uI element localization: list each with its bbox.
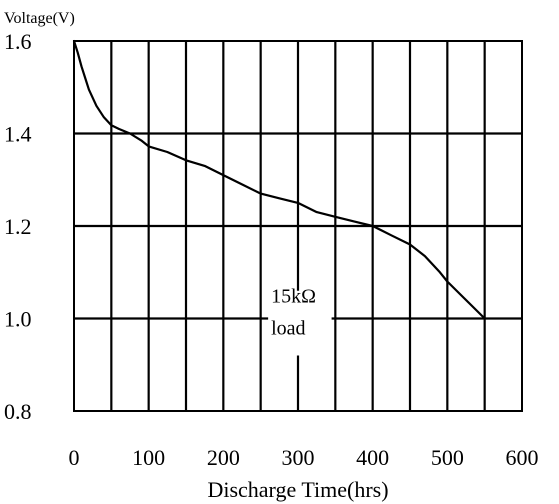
y-tick-label: 1.2 bbox=[4, 214, 32, 239]
y-tick-label: 1.6 bbox=[4, 29, 32, 54]
annotation-mask bbox=[268, 290, 332, 356]
annotation-background bbox=[268, 290, 332, 356]
grid-layer bbox=[74, 41, 522, 411]
series-line bbox=[72, 39, 486, 320]
x-tick-label: 300 bbox=[282, 445, 315, 470]
y-tick-label: 1.0 bbox=[4, 307, 32, 332]
x-tick-label: 500 bbox=[431, 445, 464, 470]
plot-frame bbox=[73, 40, 523, 412]
y-axis-title: Voltage(V) bbox=[4, 10, 75, 27]
x-tick-label: 400 bbox=[356, 445, 389, 470]
x-tick-label: 100 bbox=[132, 445, 165, 470]
y-tick-labels: 0.8 1.0 1.2 1.4 1.6 bbox=[4, 29, 32, 424]
x-tick-label: 600 bbox=[506, 445, 539, 470]
x-axis-title: Discharge Time(hrs) bbox=[207, 477, 388, 502]
x-tick-labels: 0 100 200 300 400 500 600 bbox=[69, 445, 539, 470]
series-layer bbox=[72, 39, 486, 320]
annotation-load-value: 15kΩ bbox=[271, 286, 316, 308]
y-tick-label: 1.4 bbox=[4, 122, 32, 147]
x-tick-label: 0 bbox=[69, 445, 80, 470]
annotation-load-label: load bbox=[271, 318, 305, 340]
x-tick-label: 200 bbox=[207, 445, 240, 470]
y-tick-label: 0.8 bbox=[4, 399, 32, 424]
